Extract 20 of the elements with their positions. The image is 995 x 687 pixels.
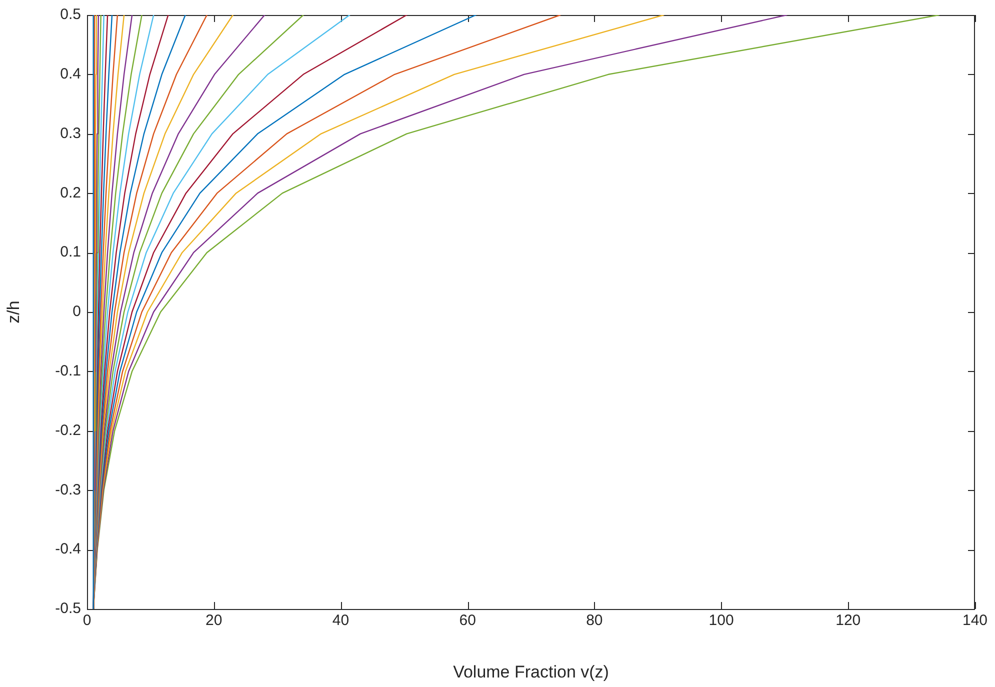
y-tick-label: 0 bbox=[72, 303, 81, 320]
x-tick-label: 120 bbox=[836, 612, 861, 630]
y-tick-label: -0.1 bbox=[55, 362, 81, 380]
y-axis-title: z/h bbox=[4, 300, 23, 324]
y-tick-label: -0.5 bbox=[55, 600, 81, 618]
y-tick-label: 0.2 bbox=[60, 184, 81, 202]
y-tick-label: 0.4 bbox=[60, 66, 81, 83]
y-tick-label: 0.3 bbox=[60, 124, 81, 142]
y-tick-label: 0.5 bbox=[60, 6, 81, 24]
y-tick-label: -0.3 bbox=[55, 481, 81, 498]
x-tick-label: 80 bbox=[586, 612, 603, 630]
x-tick-label: 140 bbox=[962, 612, 988, 630]
y-tick-label: -0.2 bbox=[55, 422, 81, 439]
x-tick-label: 60 bbox=[459, 612, 476, 630]
x-tick-label: 20 bbox=[206, 612, 222, 630]
x-axis-title: Volume Fraction v(z) bbox=[453, 662, 609, 682]
x-tick-label: 40 bbox=[332, 612, 350, 630]
y-tick-label: 0.1 bbox=[60, 244, 81, 261]
y-tick-label: -0.4 bbox=[55, 540, 81, 558]
x-tick-label: 100 bbox=[708, 612, 734, 630]
